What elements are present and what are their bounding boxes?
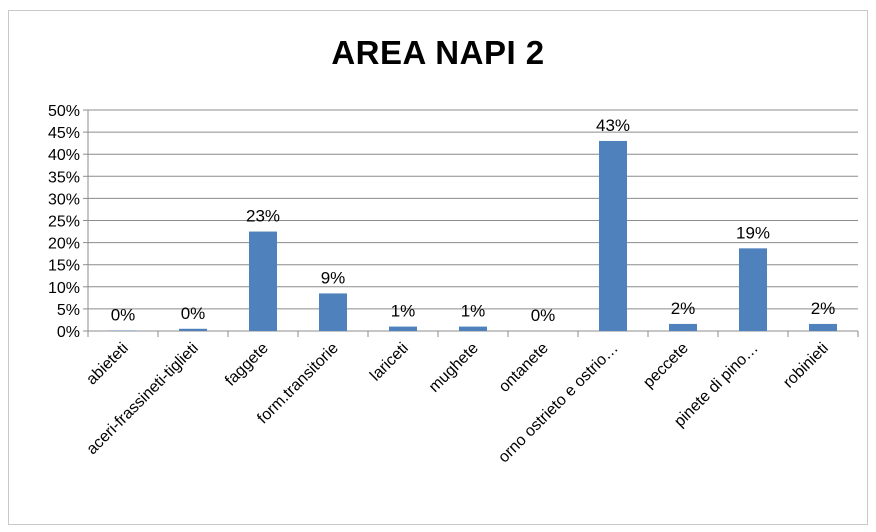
bar [319,293,347,331]
x-tick-label: orno ostrieto e ostrio… [495,340,621,466]
y-tick-label: 0% [57,324,80,341]
y-tick-label: 5% [57,302,80,319]
data-label: 1% [391,302,416,321]
y-tick-label: 40% [48,147,80,164]
data-label: 43% [596,116,630,135]
y-tick-label: 20% [48,236,80,253]
data-label: 2% [811,299,836,318]
bar [809,323,837,331]
data-label: 9% [321,268,346,287]
y-tick-label: 15% [48,258,80,275]
bar [179,328,207,331]
data-label: 0% [531,306,556,325]
x-tick-label: ontanete [496,340,552,396]
bar [249,231,277,331]
data-label: 0% [111,306,136,325]
x-tick-label: mughete [426,340,482,396]
y-tick-label: 35% [48,169,80,186]
data-label: 0% [181,304,206,323]
bar [459,326,487,331]
y-tick-label: 25% [48,214,80,231]
bar [739,248,767,331]
y-tick-label: 45% [48,125,80,142]
data-label: 2% [671,299,696,318]
y-tick-label: 10% [48,280,80,297]
y-tick-label: 30% [48,191,80,208]
x-tick-label: lariceti [367,340,412,385]
x-tick-label: peccete [640,340,692,392]
bar [599,140,627,331]
data-label: 19% [736,223,770,242]
bar [389,326,417,331]
bar [669,323,697,331]
y-tick-label: 50% [48,103,80,120]
x-tick-label: faggete [222,340,272,390]
chart-title: AREA NAPI 2 [331,34,545,71]
x-tick-label: abieteti [83,340,132,389]
data-label: 23% [246,207,280,226]
x-tick-label: robinieti [780,340,832,392]
data-label: 1% [461,302,486,321]
